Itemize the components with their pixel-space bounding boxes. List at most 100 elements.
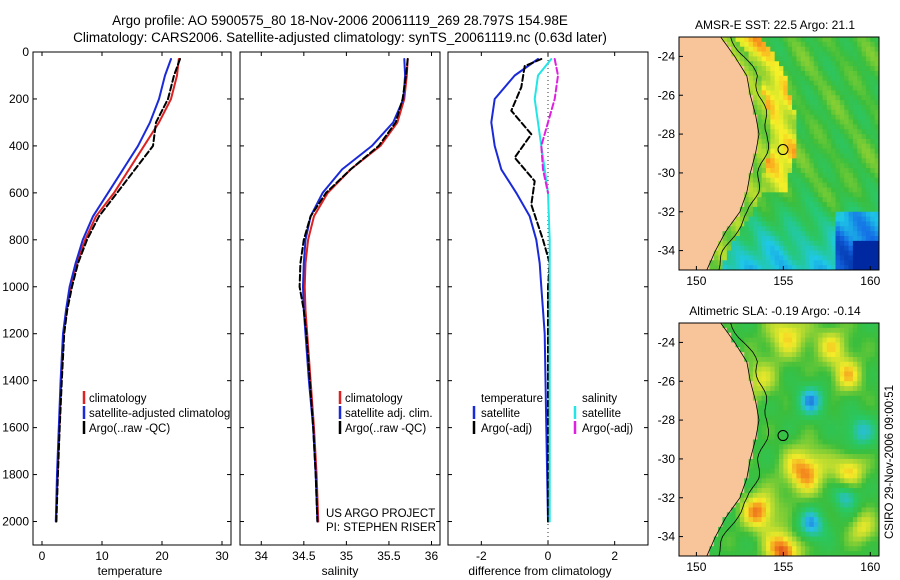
sst_map-ytick-label: -30 — [658, 166, 676, 180]
field-cell — [800, 250, 806, 257]
field-cell — [761, 420, 767, 426]
field-cell — [761, 337, 767, 344]
field-cell — [787, 361, 793, 368]
land-cell — [744, 95, 750, 101]
land-cell — [687, 376, 693, 382]
field-cell — [874, 439, 879, 445]
land-cell — [718, 51, 724, 58]
legend-header-salinity: salinity — [582, 393, 617, 405]
field-cell — [779, 260, 784, 266]
field-cell — [783, 386, 789, 392]
land-cell — [692, 376, 697, 382]
field-cell — [770, 245, 776, 252]
field-cell — [835, 138, 841, 145]
field-cell — [774, 405, 780, 411]
field-cell — [870, 172, 876, 179]
field-cell — [848, 46, 854, 53]
field-cell — [861, 405, 867, 411]
field-cell — [865, 522, 871, 528]
field-cell — [874, 202, 879, 208]
land-cell — [700, 100, 706, 106]
field-cell — [831, 56, 837, 62]
land-cell — [679, 265, 684, 270]
field-cell — [861, 415, 867, 421]
land-cell — [735, 90, 741, 96]
field-cell — [748, 522, 754, 528]
field-cell — [848, 429, 854, 436]
field-cell — [765, 85, 771, 91]
field-cell — [805, 100, 811, 106]
field-cell — [757, 143, 763, 150]
field-cell — [809, 80, 815, 87]
field-cell — [831, 90, 837, 96]
field-cell — [874, 197, 879, 203]
field-cell — [818, 245, 824, 252]
field-cell — [861, 187, 867, 193]
land-cell — [679, 85, 684, 91]
field-cell — [826, 216, 832, 223]
field-cell — [792, 541, 797, 547]
field-cell — [792, 488, 797, 494]
land-cell — [731, 138, 737, 145]
field-cell — [792, 37, 797, 43]
land-cell — [705, 37, 711, 43]
field-cell — [818, 497, 824, 504]
field-cell — [792, 429, 797, 436]
field-cell — [818, 551, 824, 556]
field-cell — [796, 260, 802, 266]
field-cell — [779, 250, 784, 257]
field-cell — [796, 129, 802, 135]
field-cell — [844, 66, 850, 72]
field-cell — [818, 51, 824, 58]
land-cell — [726, 352, 732, 358]
field-cell — [722, 526, 728, 533]
field-cell — [874, 168, 879, 174]
field-cell — [844, 337, 850, 344]
field-cell — [865, 497, 871, 504]
field-cell — [805, 327, 811, 334]
field-cell — [831, 158, 837, 164]
field-cell — [783, 444, 789, 450]
field-cell — [844, 221, 850, 227]
field-cell — [852, 124, 858, 130]
field-cell — [770, 202, 776, 208]
field-cell — [787, 410, 793, 416]
land-cell — [713, 109, 719, 116]
field-cell — [852, 420, 858, 426]
field-cell — [848, 163, 854, 169]
field-cell — [831, 483, 837, 489]
field-cell — [835, 187, 841, 193]
field-cell — [848, 522, 854, 528]
land-cell — [735, 134, 741, 140]
legend-header-temperature: temperature — [481, 393, 543, 405]
land-cell — [679, 211, 684, 218]
field-cell — [822, 114, 828, 121]
land-cell — [679, 75, 684, 82]
field-cell — [796, 522, 802, 528]
land-cell — [752, 424, 758, 431]
field-cell — [726, 265, 732, 270]
field-cell — [739, 497, 745, 504]
field-cell — [870, 454, 876, 460]
field-cell — [852, 187, 858, 193]
land-cell — [748, 390, 754, 397]
field-cell — [826, 507, 832, 513]
field-cell — [757, 517, 763, 523]
field-cell — [809, 124, 815, 130]
land-cell — [722, 410, 728, 416]
field-cell — [835, 61, 841, 67]
field-cell — [770, 197, 776, 203]
field-cell — [870, 492, 876, 499]
field-cell — [844, 104, 850, 111]
field-cell — [735, 337, 741, 344]
field-cell — [844, 134, 850, 140]
field-cell — [765, 260, 771, 266]
field-cell — [852, 216, 858, 223]
field-cell — [765, 517, 771, 523]
field-cell — [844, 410, 850, 416]
field-cell — [870, 51, 876, 58]
field-cell — [783, 216, 789, 223]
land-cell — [726, 206, 732, 213]
field-cell — [774, 439, 780, 445]
land-cell — [709, 85, 715, 91]
